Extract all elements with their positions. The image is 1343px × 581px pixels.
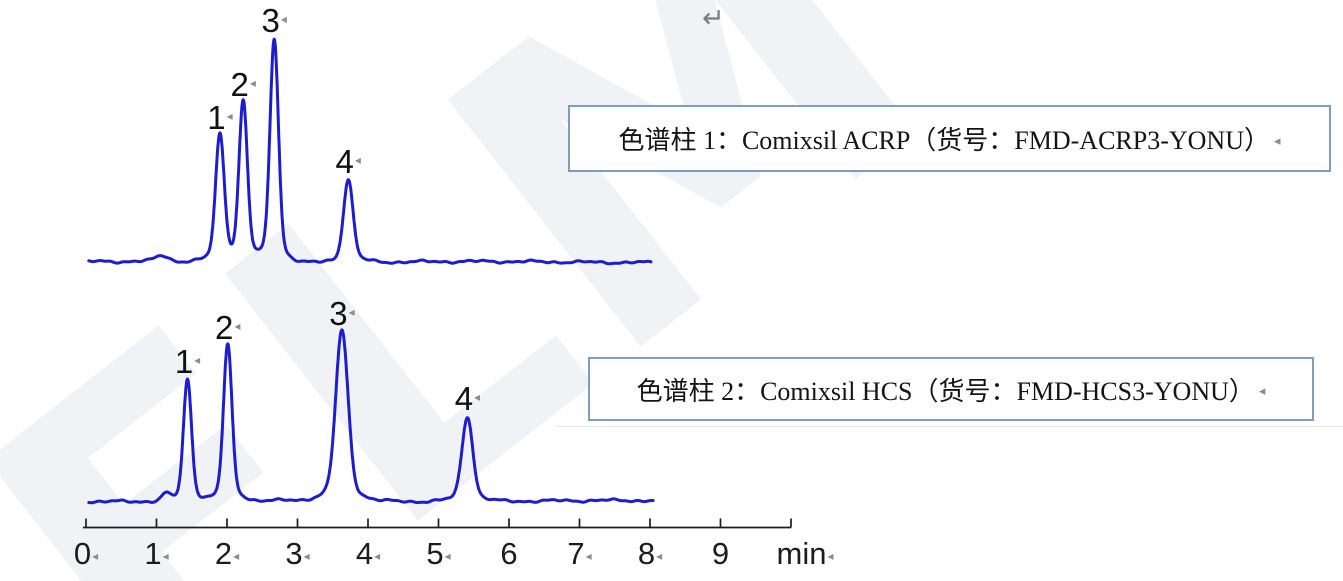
chromatogram-trace-2	[87, 328, 655, 505]
drawing-canvas-boundary-line	[556, 426, 1343, 427]
column2-annotation-box: 色谱柱 2：Comixsil HCS（货号：FMD-HCS3-YONU） ◂	[588, 357, 1314, 421]
paragraph-return-icon: ↵	[702, 3, 725, 33]
column2-annotation-text: 色谱柱 2：Comixsil HCS（货号：FMD-HCS3-YONU）	[636, 376, 1255, 406]
format-mark-icon: ◂	[1274, 132, 1281, 148]
column1-annotation-text: 色谱柱 1：Comixsil ACRP（货号：FMD-ACRP3-YONU）	[618, 126, 1270, 155]
format-mark-icon: ◂	[1258, 383, 1266, 398]
chromatogram-trace-1	[87, 37, 653, 266]
column1-annotation-box: 色谱柱 1：Comixsil ACRP（货号：FMD-ACRP3-YONU） ◂	[568, 105, 1331, 172]
